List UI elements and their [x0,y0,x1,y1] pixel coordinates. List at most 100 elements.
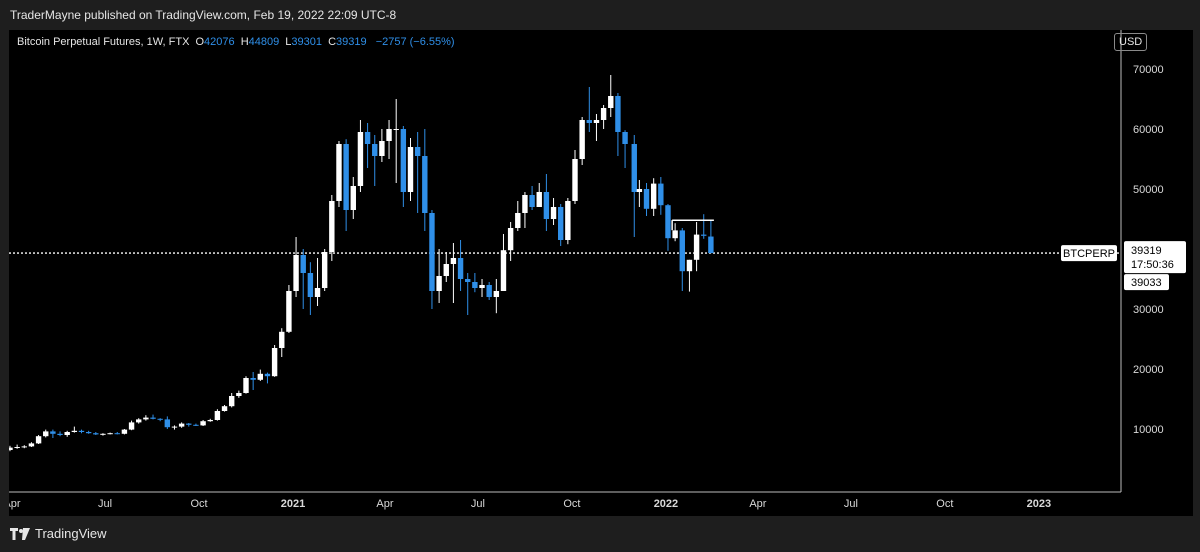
candle-body [286,291,292,332]
candle-body [665,205,671,239]
currency-button[interactable]: USD [1114,33,1148,51]
candle-body [228,396,235,407]
candle-body [486,285,492,297]
candle-body [615,96,621,132]
candle-body [57,433,63,435]
candle-body [14,447,20,448]
y-tick-label: 50000 [1133,184,1164,196]
candle-body [672,230,678,239]
candle-body [178,423,185,427]
last-price-tag: 39319 [1131,245,1162,257]
ticker-tag-bg [1061,245,1117,262]
candle-body [250,378,256,380]
footer-bar: TradingView [0,516,1200,552]
x-tick-label: Jul [844,498,858,510]
candle-body [150,417,156,419]
candle-body [93,433,99,435]
candle-body [21,446,27,448]
candle-body [364,132,371,144]
candle-body [128,422,135,430]
candle-body [321,252,328,288]
tradingview-logo[interactable]: TradingView [10,526,107,541]
x-tick-label: Apr [9,498,21,510]
candle-body [693,234,700,260]
candle-body [372,144,378,156]
candle-body [28,443,35,447]
candle-body [414,147,421,156]
candle-body [9,447,13,450]
candle-body [221,406,228,411]
candle-body [136,419,142,423]
candle-body [100,433,106,435]
candle-body [379,141,385,156]
candle-body [336,144,342,201]
candle-body [500,250,507,291]
candle-body [300,255,306,273]
candle-body [85,432,92,434]
bar-countdown: 17:50:36 [1131,259,1174,271]
last-price-tag-bg [1124,241,1186,274]
candlestick-chart[interactable]: 10000200003000040000500006000070000AprJu… [9,30,1193,516]
candle-body [264,373,271,377]
x-tick-label: Oct [936,498,953,510]
candle-body [593,120,600,123]
candle-body [507,228,514,251]
candle-body [457,258,464,279]
candle-body [164,419,171,428]
secondary-price-tag: 39033 [1131,277,1162,289]
candle-body [522,195,528,213]
y-tick-label: 60000 [1133,124,1164,136]
candle-body [307,273,314,297]
candle-body [493,291,500,297]
candle-body [443,264,449,276]
candle-body [293,255,299,291]
candle-body [143,417,149,420]
x-tick-label: Oct [563,498,580,510]
candle-body [78,430,85,432]
candle-body [550,207,557,219]
candle-body [279,331,285,348]
candle-body [171,426,178,428]
x-tick-label: 2022 [654,498,678,510]
candle-body [214,411,221,420]
candle-body [343,144,349,210]
candle-body [600,108,607,120]
candle-body [536,192,542,207]
publisher-text: TraderMayne published on TradingView.com… [10,8,397,22]
candle-body [679,230,685,272]
candle-body [207,420,213,422]
tradingview-brand: TradingView [35,526,107,541]
x-tick-label: Apr [749,498,766,510]
chart-legend: Bitcoin Perpetual Futures, 1W, FTX O4207… [17,36,455,48]
legend-close-label: C [328,36,337,48]
legend-low-value: 39301 [291,36,323,48]
y-tick-label: 20000 [1133,364,1164,376]
candle-body [257,373,264,380]
candle-body [393,129,399,130]
legend-symbol: Bitcoin Perpetual Futures, 1W, FTX [17,36,190,48]
publisher-bar: TraderMayne published on TradingView.com… [0,0,1200,30]
tradingview-logo-icon [10,527,30,540]
candle-body [329,201,335,252]
x-tick-label: 2021 [281,498,305,510]
chart-frame[interactable]: 10000200003000040000500006000070000AprJu… [9,30,1193,516]
candle-body [515,213,521,228]
candle-body [658,183,664,206]
candle-body [186,423,192,425]
legend-high-value: 44809 [248,36,280,48]
candle-body [465,279,471,282]
candle-body [107,433,113,435]
candle-body [557,207,564,240]
candle-body [422,156,428,213]
candle-body [631,144,637,192]
candle-body [271,348,278,377]
legend-close-value: 39319 [336,36,367,48]
x-tick-label: Jul [98,498,112,510]
candle-body [236,393,242,396]
candle-body [450,258,457,264]
candle-body [622,132,628,144]
candle-body [543,192,550,219]
candle-body [436,276,442,291]
candle-body [43,431,49,437]
x-tick-label: 2023 [1027,498,1051,510]
